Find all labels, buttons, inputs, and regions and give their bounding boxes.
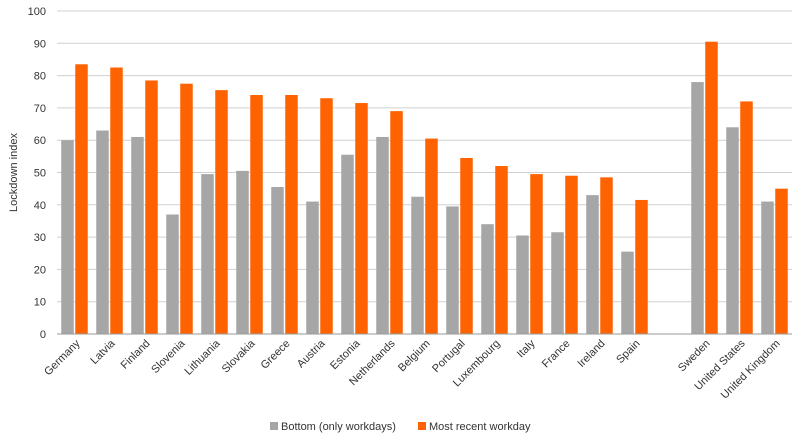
y-tick-label: 70 (34, 103, 46, 115)
y-tick-label: 50 (34, 168, 46, 180)
bar-recent-slovakia (250, 94, 263, 334)
bar-bottom-lithuania (201, 174, 214, 334)
bar-recent-france (565, 175, 578, 334)
y-tick-label: 60 (34, 135, 46, 147)
bar-recent-lithuania (215, 90, 228, 334)
bar-bottom-ireland (586, 195, 599, 334)
bar-bottom-slovenia (166, 214, 179, 334)
x-tick-label: Finland (119, 338, 153, 372)
bar-recent-greece (285, 94, 298, 334)
bar-recent-austria (320, 98, 333, 335)
bar-recent-germany (75, 64, 88, 335)
x-tick-label: Slovakia (220, 337, 259, 376)
y-tick-label: 20 (34, 264, 46, 276)
gridlines (57, 10, 792, 303)
y-tick-label: 100 (28, 6, 46, 18)
bar-bottom-greece (271, 187, 284, 334)
y-tick-label: 10 (34, 297, 46, 309)
bar-recent-ireland (600, 177, 613, 334)
bar-bottom-luxembourg (481, 224, 494, 334)
y-axis-label: Lockdown index (8, 133, 20, 212)
bar-bottom-united-states (726, 127, 739, 334)
bar-recent-united-kingdom (775, 188, 788, 334)
legend: Bottom (only workdays) Most recent workda… (270, 421, 531, 433)
x-tick-label: Spain (614, 338, 642, 366)
bar-bottom-portugal (446, 206, 459, 334)
y-axis-ticks: 0 10 20 30 40 50 60 70 80 90 100 (28, 6, 46, 341)
y-tick-label: 40 (34, 200, 46, 212)
bar-bottom-germany (61, 140, 74, 334)
bar-bottom-netherlands (376, 136, 389, 334)
bar-bottom-austria (306, 201, 319, 334)
bar-bottom-united-kingdom (761, 201, 774, 334)
x-tick-label: Lithuania (183, 337, 224, 378)
bar-recent-netherlands (390, 111, 403, 334)
legend-swatch (270, 422, 278, 430)
bar-bottom-belgium (411, 196, 424, 334)
x-tick-label: Latvia (88, 337, 118, 367)
y-tick-label: 90 (34, 38, 46, 50)
x-tick-label: Italy (515, 337, 538, 360)
bar-bottom-italy (516, 235, 529, 334)
bar-recent-slovenia (180, 83, 193, 334)
bar-bottom-sweden (691, 82, 704, 334)
legend-swatch (418, 422, 426, 430)
x-tick-label: Austria (295, 337, 328, 370)
bar-recent-italy (530, 174, 543, 334)
bar-bottom-estonia (341, 154, 354, 334)
y-tick-label: 30 (34, 232, 46, 244)
bars (61, 41, 788, 335)
legend-label: Most recent workday (429, 421, 531, 433)
bar-bottom-france (551, 232, 564, 334)
bar-recent-sweden (705, 41, 718, 335)
legend-label: Bottom (only workdays) (281, 421, 396, 433)
x-tick-label: Germany (42, 337, 83, 378)
bar-recent-latvia (110, 67, 123, 335)
bar-bottom-slovakia (236, 170, 249, 334)
bar-recent-united-states (740, 101, 753, 334)
bar-recent-finland (145, 80, 158, 334)
x-tick-label: Belgium (396, 338, 433, 375)
x-tick-label: Ireland (575, 338, 607, 370)
bar-recent-estonia (355, 103, 368, 335)
bar-bottom-spain (621, 251, 634, 334)
bar-recent-portugal (460, 157, 473, 334)
bar-bottom-finland (131, 136, 144, 334)
x-tick-label: Greece (259, 338, 293, 372)
y-tick-label: 0 (40, 329, 46, 341)
x-tick-label: France (540, 338, 573, 371)
bar-bottom-latvia (96, 130, 109, 334)
x-tick-label: Estonia (328, 337, 363, 372)
bar-recent-luxembourg (495, 166, 508, 334)
bar-recent-belgium (425, 138, 438, 334)
x-axis-ticks: Germany Latvia FinlandSloveniaLithuaniaSlo… (42, 337, 782, 401)
bar-recent-spain (635, 199, 648, 334)
y-tick-label: 80 (34, 71, 46, 83)
